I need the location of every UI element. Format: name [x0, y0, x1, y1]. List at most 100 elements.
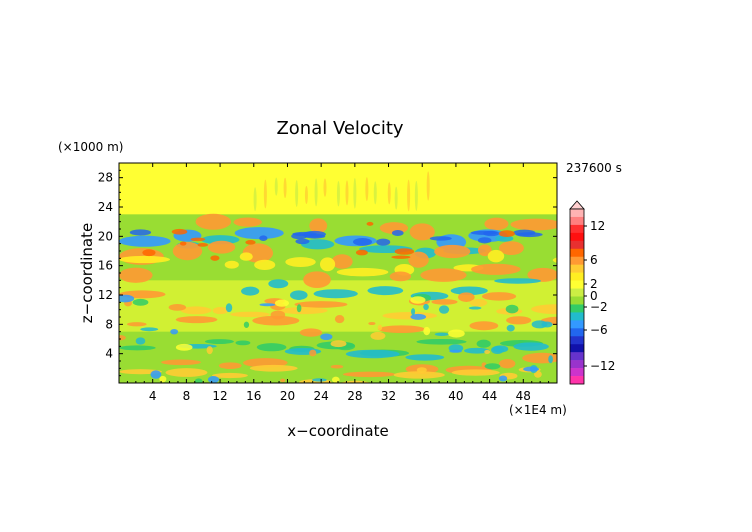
- field-band-segment: [408, 251, 429, 268]
- y-tick-label: 20: [98, 229, 113, 243]
- field-core-negative: [391, 230, 404, 236]
- x-tick-label: 36: [415, 389, 430, 403]
- y-tick-label: 24: [98, 200, 113, 214]
- colorbar-swatch: [570, 352, 584, 361]
- colorbar-label: −12: [590, 359, 615, 373]
- field-band-segment: [172, 241, 203, 261]
- field-band-segment: [378, 325, 426, 334]
- colorbar-swatch: [570, 248, 584, 258]
- field-band-segment: [195, 213, 232, 230]
- colorbar-swatch: [570, 328, 584, 337]
- field-spot: [534, 370, 542, 378]
- field-band-segment: [552, 257, 557, 263]
- field-spot: [548, 355, 553, 364]
- field-band-segment: [175, 316, 218, 324]
- x-tick-label: 44: [482, 389, 497, 403]
- field-band-segment: [469, 321, 499, 331]
- colorbar-swatch: [570, 376, 584, 385]
- field-spot: [259, 303, 276, 307]
- colorbar-label: −6: [590, 323, 608, 337]
- x-tick-label: 20: [280, 389, 295, 403]
- colorbar-swatch: [570, 264, 584, 273]
- field-band-segment: [342, 371, 396, 378]
- field-wave-streak: [387, 182, 391, 205]
- field-band-segment: [268, 279, 289, 289]
- field-spot: [330, 364, 344, 369]
- field-band-segment: [495, 235, 514, 242]
- x-tick-label: 28: [347, 389, 362, 403]
- field-band-segment: [389, 271, 412, 282]
- field-band-segment: [382, 311, 438, 320]
- field-spot: [140, 327, 159, 332]
- field-band-segment: [252, 315, 300, 326]
- field-band-segment: [180, 306, 212, 315]
- x-tick-label: 12: [212, 389, 227, 403]
- field-band-segment: [471, 263, 521, 275]
- field-band-segment: [477, 244, 492, 257]
- field-core-positive: [391, 255, 411, 259]
- field-spot: [194, 378, 203, 383]
- field-band-segment: [204, 339, 234, 345]
- field-band-segment: [450, 286, 488, 296]
- field-spot: [330, 340, 347, 348]
- field-blobs: [119, 163, 557, 383]
- field-spot: [498, 375, 508, 382]
- field-core-positive: [179, 241, 187, 246]
- field-band-segment: [224, 260, 239, 269]
- field-band-segment: [409, 223, 435, 241]
- y-tick-label: 12: [98, 288, 113, 302]
- field-band-segment: [285, 257, 316, 267]
- field-core-negative: [470, 230, 497, 235]
- field-spot: [484, 349, 491, 354]
- colorbar-label: −2: [590, 300, 608, 314]
- field-band-segment: [494, 278, 542, 284]
- x-unit-label: (×1E4 m): [509, 403, 567, 417]
- field-spot: [132, 298, 149, 306]
- field-spot: [506, 324, 515, 332]
- field-wave-streak: [336, 180, 340, 207]
- field-spot: [334, 315, 345, 324]
- field-band-segment: [254, 259, 276, 270]
- field-core-negative: [352, 237, 373, 246]
- field-spot: [170, 328, 179, 335]
- field-band-segment: [431, 299, 458, 305]
- x-tick-label: 24: [314, 389, 329, 403]
- field-band-segment: [249, 364, 298, 372]
- field-spot: [150, 370, 162, 379]
- field-core-negative: [259, 235, 268, 241]
- field-core-positive: [142, 249, 156, 257]
- field-band-segment: [313, 289, 358, 299]
- x-tick-label: 8: [183, 389, 191, 403]
- colorbar-swatch: [570, 280, 584, 289]
- field-core-positive: [210, 255, 220, 261]
- field-spot: [416, 367, 427, 373]
- x-tick-label: 4: [149, 389, 157, 403]
- field-band-segment: [487, 249, 505, 263]
- field-spot: [434, 332, 449, 336]
- field-wave-streak: [345, 180, 349, 206]
- colorbar-label: 2: [590, 277, 598, 291]
- field-core-positive: [394, 248, 415, 255]
- field-band-segment: [498, 241, 524, 256]
- field-core-positive: [245, 240, 256, 245]
- field-band-segment: [464, 347, 490, 354]
- colorbar-swatch: [570, 312, 584, 321]
- field-spot: [505, 304, 519, 314]
- field-spot: [370, 331, 386, 340]
- field-wave-streak: [304, 185, 308, 204]
- field-wave-streak: [283, 177, 287, 199]
- colorbar-swatch: [570, 272, 584, 281]
- colorbar-swatch: [570, 209, 584, 218]
- heatmap-field: [119, 163, 557, 383]
- field-band-segment: [119, 267, 153, 283]
- field-spot: [207, 376, 220, 383]
- field-band-segment: [513, 342, 549, 351]
- field-band-segment: [294, 301, 348, 308]
- field-spot: [410, 313, 427, 320]
- field-core-positive: [498, 230, 515, 237]
- field-band-segment: [499, 359, 516, 369]
- field-core-positive: [366, 221, 374, 226]
- field-wave-streak: [314, 178, 318, 207]
- field-band-segment: [161, 359, 201, 366]
